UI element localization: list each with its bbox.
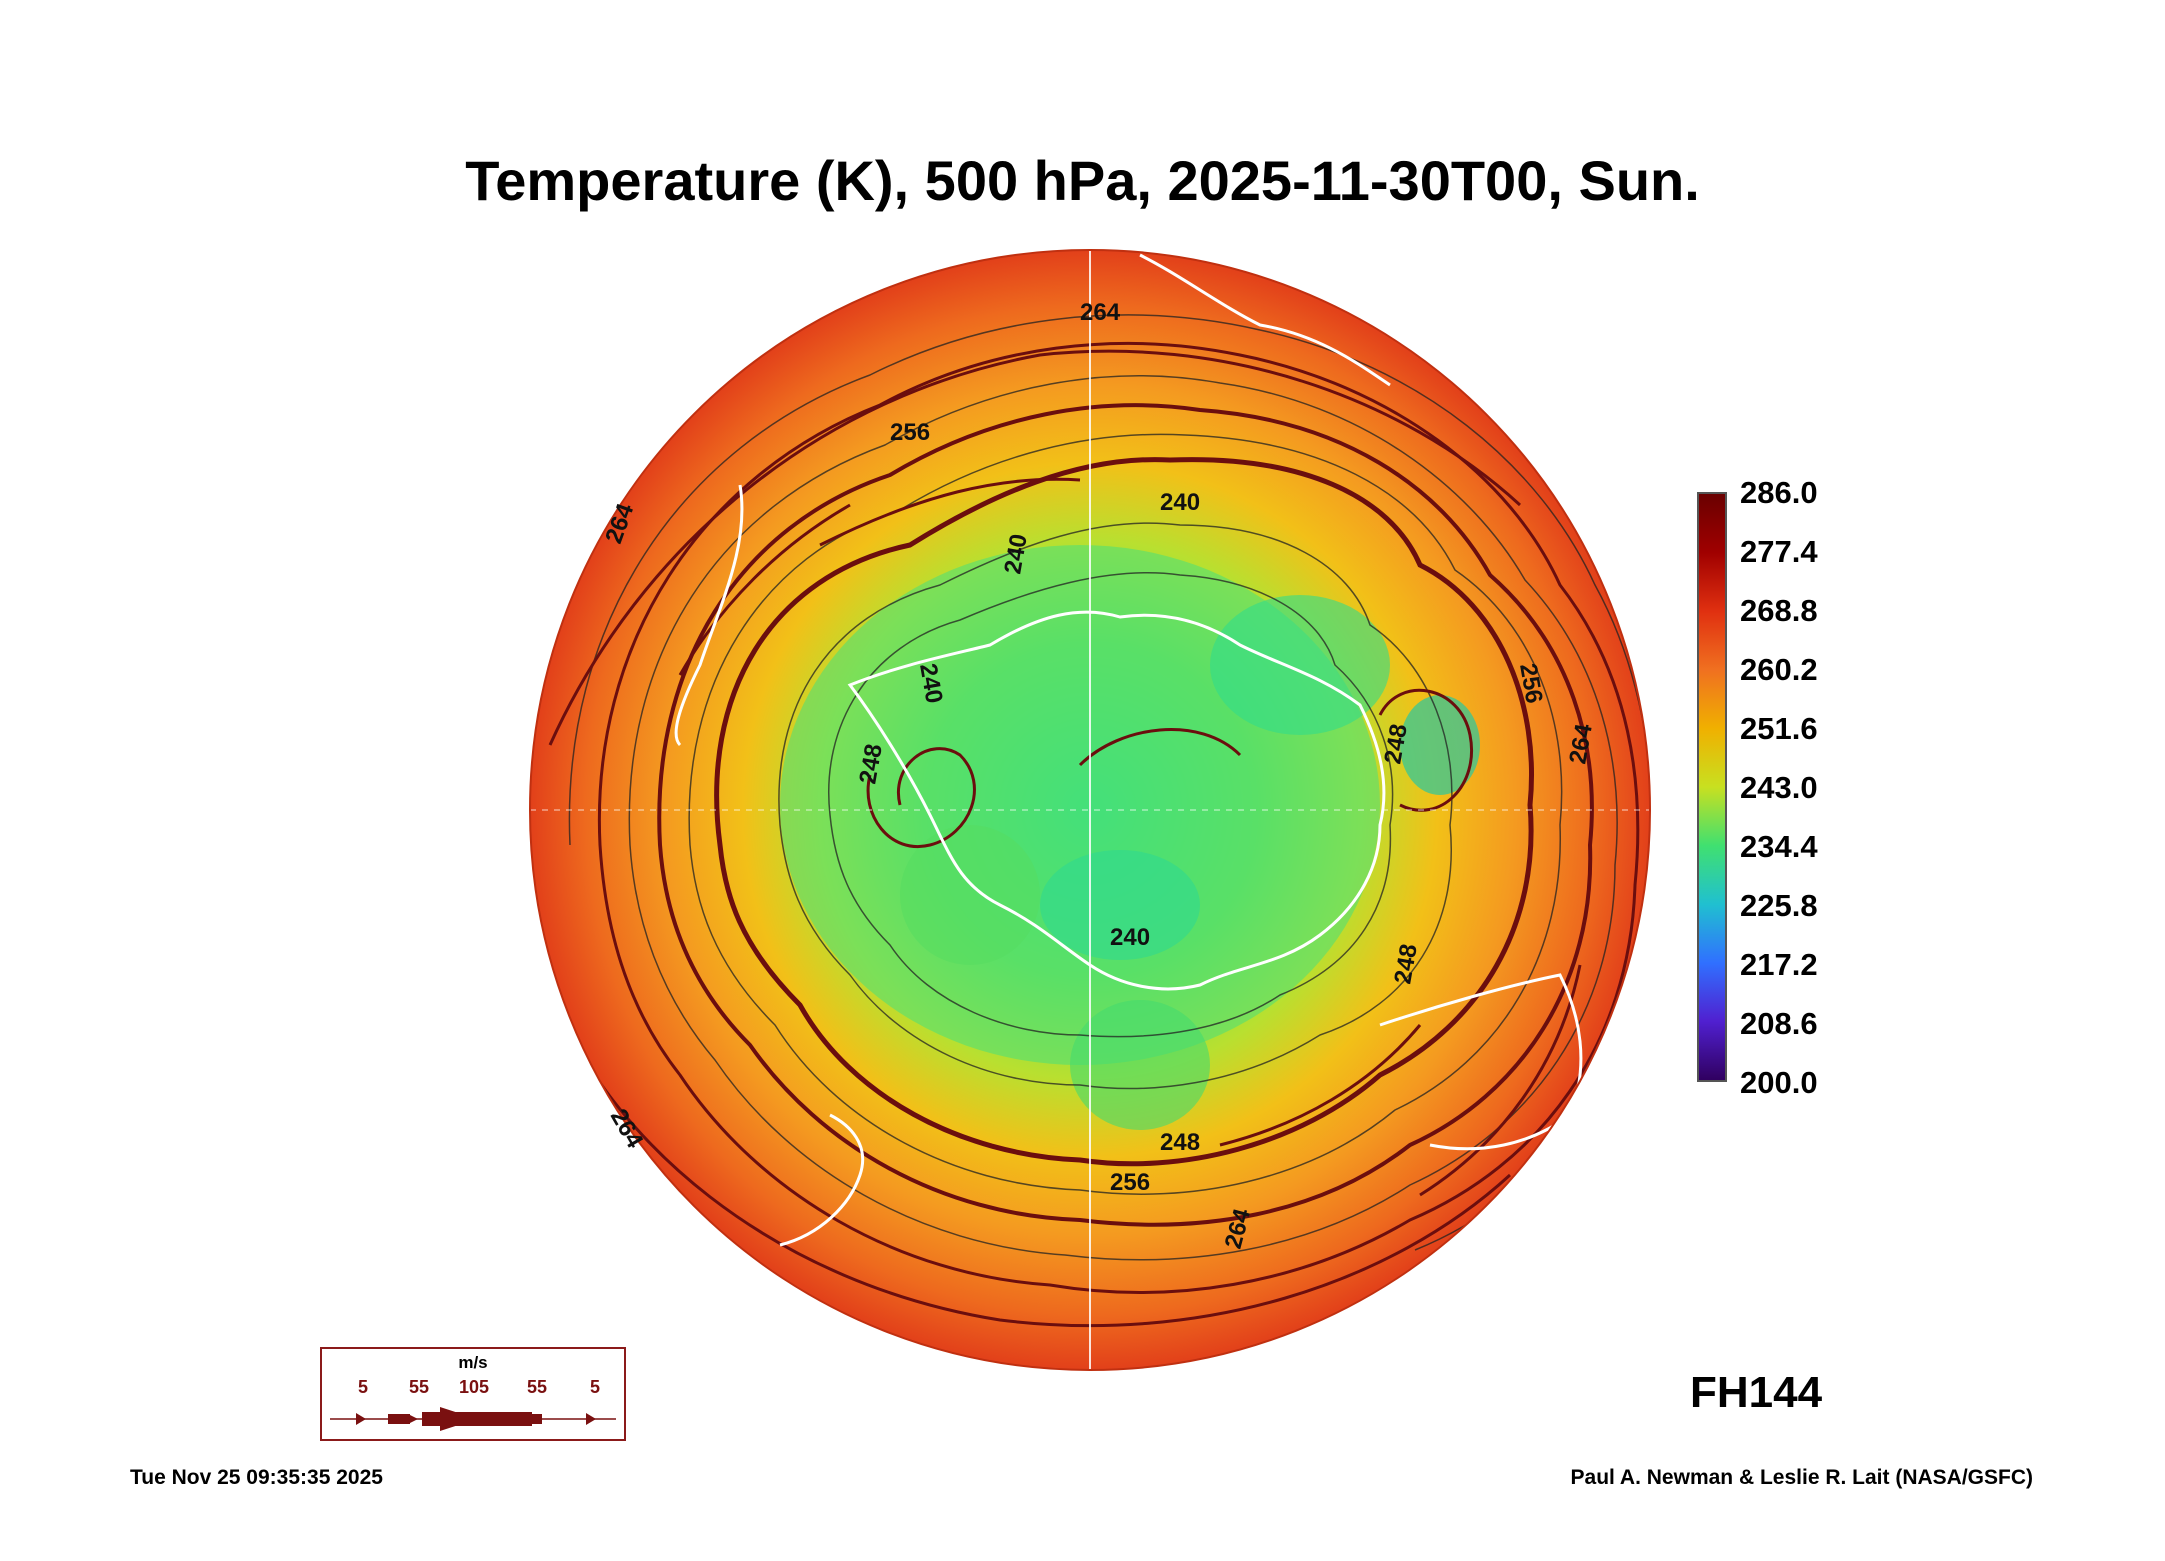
colorbar-label: 208.6 <box>1740 1006 1818 1041</box>
contour-264 <box>597 341 1640 1294</box>
streamline <box>1219 1024 1422 1147</box>
contour-line <box>778 522 1453 1090</box>
contour-248 <box>714 457 1534 1167</box>
cold-region <box>1400 695 1480 795</box>
streamline <box>819 477 1081 547</box>
coastline-antarctica <box>847 610 1386 991</box>
colorbar <box>1697 492 1727 1082</box>
colorbar-label: 268.8 <box>1740 593 1818 628</box>
contour-line <box>688 433 1563 1195</box>
streamline <box>866 747 976 848</box>
wind-speed-label: 105 <box>458 1377 490 1397</box>
streamline <box>538 964 1512 1328</box>
contour-label: 264 <box>1080 299 1121 326</box>
colorbar-label: 277.4 <box>1740 534 1818 569</box>
contour-label: 256 <box>1110 1169 1150 1196</box>
coastline-australia <box>1379 973 1583 1151</box>
streamline <box>548 349 1522 746</box>
wind-arrow-scale <box>330 1407 616 1431</box>
wind-unit: m/s <box>458 1353 488 1372</box>
wind-speed-legend: m/s 5 55 105 55 5 <box>320 1347 626 1441</box>
colorbar-label: 234.4 <box>1740 829 1818 864</box>
colorbar-label: 243.0 <box>1740 770 1818 805</box>
forecast-hour: FH144 <box>1690 1368 1823 1417</box>
coastline-africa <box>1139 253 1391 387</box>
streamline <box>1378 688 1473 812</box>
colorbar-label: 260.2 <box>1740 652 1818 687</box>
cold-region <box>1040 850 1200 960</box>
map-title: Temperature (K), 500 hPa, 2025-11-30T00,… <box>465 149 1700 212</box>
colorbar-label: 225.8 <box>1740 888 1818 923</box>
wind-speed-label: 5 <box>357 1377 369 1397</box>
colorbar-labels: 286.0 277.4 268.8 260.2 251.6 243.0 234.4 225.8… <box>1740 475 1880 1098</box>
colorbar-label: 286.0 <box>1740 475 1818 510</box>
generated-timestamp: Tue Nov 25 09:35:35 2025 <box>130 1466 383 1489</box>
polar-temperature-map: 264 256 240 240 240 248 240 248 256 264 … <box>529 249 1651 1371</box>
contour-line <box>628 375 1618 1261</box>
streamline <box>1078 728 1242 767</box>
coastline-south-america <box>779 1113 865 1247</box>
cold-region <box>1210 595 1390 735</box>
contour-label: 256 <box>890 419 930 446</box>
wind-speed-label: 55 <box>526 1377 548 1397</box>
streamline <box>678 503 851 676</box>
colorbar-label: 217.2 <box>1740 947 1818 982</box>
coastline-new-zealand <box>674 484 744 747</box>
colorbar-label: 200.0 <box>1740 1065 1818 1100</box>
wind-speed-label: 5 <box>589 1377 601 1397</box>
contour-256 <box>657 403 1594 1227</box>
contour-label: 240 <box>1160 489 1200 516</box>
wind-speed-label: 55 <box>408 1377 430 1397</box>
contour-label: 248 <box>1160 1129 1200 1156</box>
contour-line <box>828 572 1394 1038</box>
contour-label: 240 <box>1110 924 1150 951</box>
cold-region <box>900 825 1040 965</box>
credit-text: Paul A. Newman & Leslie R. Lait (NASA/GS… <box>1570 1466 2033 1489</box>
colorbar-label: 251.6 <box>1740 711 1818 746</box>
